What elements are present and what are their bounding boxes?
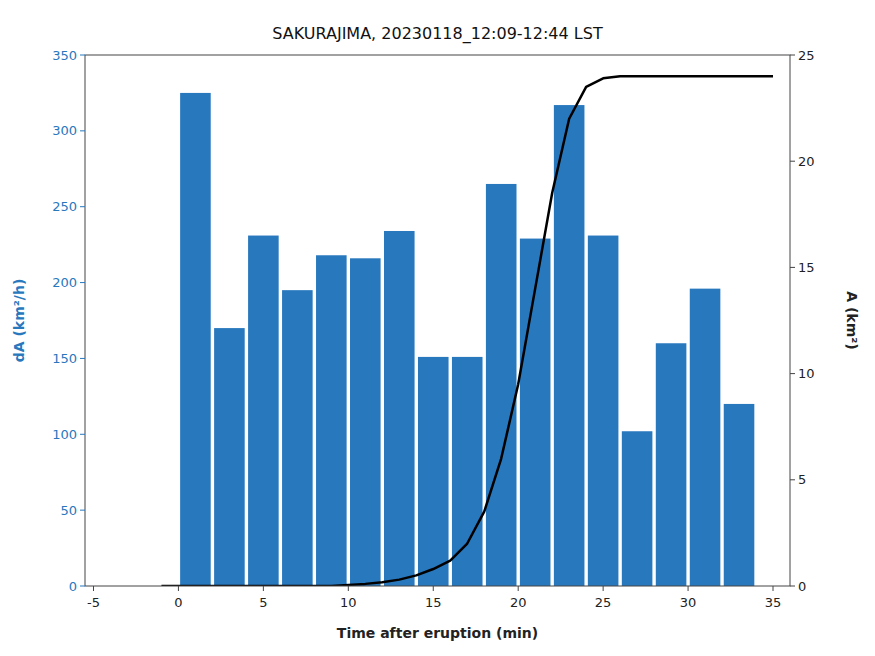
y-tick	[80, 434, 85, 435]
x-tick-label: 35	[765, 595, 782, 610]
plot-frame	[85, 55, 790, 586]
x-tick	[178, 586, 179, 591]
y-tick	[80, 510, 85, 511]
y2-tick	[790, 586, 795, 587]
background	[0, 0, 875, 656]
y2-tick-label: 20	[798, 154, 815, 169]
x-tick-label: 15	[425, 595, 442, 610]
x-tick	[518, 586, 519, 591]
y-tick-label: 350	[52, 48, 77, 63]
y-axis: 0 50 100 150 200 250 300 350	[52, 48, 85, 594]
x-tick-label: 10	[340, 595, 357, 610]
bar	[724, 404, 755, 586]
x-tick	[93, 586, 94, 591]
y-tick-label: 50	[60, 503, 77, 518]
y2-tick	[790, 479, 795, 480]
bar	[656, 343, 687, 586]
y2-tick-label: 15	[798, 260, 815, 275]
x-tick	[263, 586, 264, 591]
x-axis: -5 0 5 10 15 20 25 30 35	[87, 586, 781, 610]
y-tick	[80, 358, 85, 359]
line	[161, 76, 773, 586]
x-tick-label: -5	[87, 595, 100, 610]
x-tick-label: 25	[595, 595, 612, 610]
plot-area	[161, 76, 773, 586]
x-tick	[433, 586, 434, 591]
y-tick-label: 200	[52, 275, 77, 290]
bar	[554, 105, 585, 586]
y2-axis: 0 5 10 15 20 25	[790, 48, 815, 594]
y2-tick	[790, 161, 795, 162]
y2-tick-label: 25	[798, 48, 815, 63]
x-axis-label: Time after eruption (min)	[337, 625, 538, 641]
title: SAKURAJIMA, 20230118_12:09-12:44 LST	[272, 24, 603, 44]
y-tick	[80, 282, 85, 283]
bar	[418, 357, 449, 586]
y2-tick-label: 10	[798, 366, 815, 381]
y-tick-label: 0	[69, 579, 77, 594]
bar	[690, 289, 721, 586]
y-tick	[80, 586, 85, 587]
chart: -5 0 5 10 15 20 25 30 35 Time after eruption (min…	[0, 0, 875, 656]
y2-tick	[790, 55, 795, 56]
x-tick	[603, 586, 604, 591]
y2-tick-label: 0	[798, 579, 806, 594]
bar	[350, 258, 381, 586]
y2-axis-label: A (km²)	[844, 291, 860, 350]
y-tick	[80, 130, 85, 131]
y-tick	[80, 206, 85, 207]
y2-tick	[790, 267, 795, 268]
bar	[248, 236, 279, 586]
bar	[282, 290, 313, 586]
y-axis-label: dA (km²/h)	[11, 279, 27, 363]
bar	[486, 184, 517, 586]
x-tick	[348, 586, 349, 591]
bar	[452, 357, 483, 586]
y-tick-label: 250	[52, 199, 77, 214]
x-tick-label: 30	[680, 595, 697, 610]
x-tick	[773, 586, 774, 591]
bar	[384, 231, 415, 586]
y-tick-label: 150	[52, 351, 77, 366]
x-tick-label: 20	[510, 595, 527, 610]
bar	[588, 236, 619, 586]
y-tick	[80, 55, 85, 56]
x-tick-label: 0	[174, 595, 182, 610]
bar	[180, 93, 211, 586]
x-tick-label: 5	[259, 595, 267, 610]
y2-tick	[790, 373, 795, 374]
bar	[316, 255, 347, 586]
x-tick	[688, 586, 689, 591]
bar	[214, 328, 245, 586]
bar	[622, 431, 653, 586]
y-tick-label: 100	[52, 427, 77, 442]
y-tick-label: 300	[52, 123, 77, 138]
y2-tick-label: 5	[798, 472, 806, 487]
